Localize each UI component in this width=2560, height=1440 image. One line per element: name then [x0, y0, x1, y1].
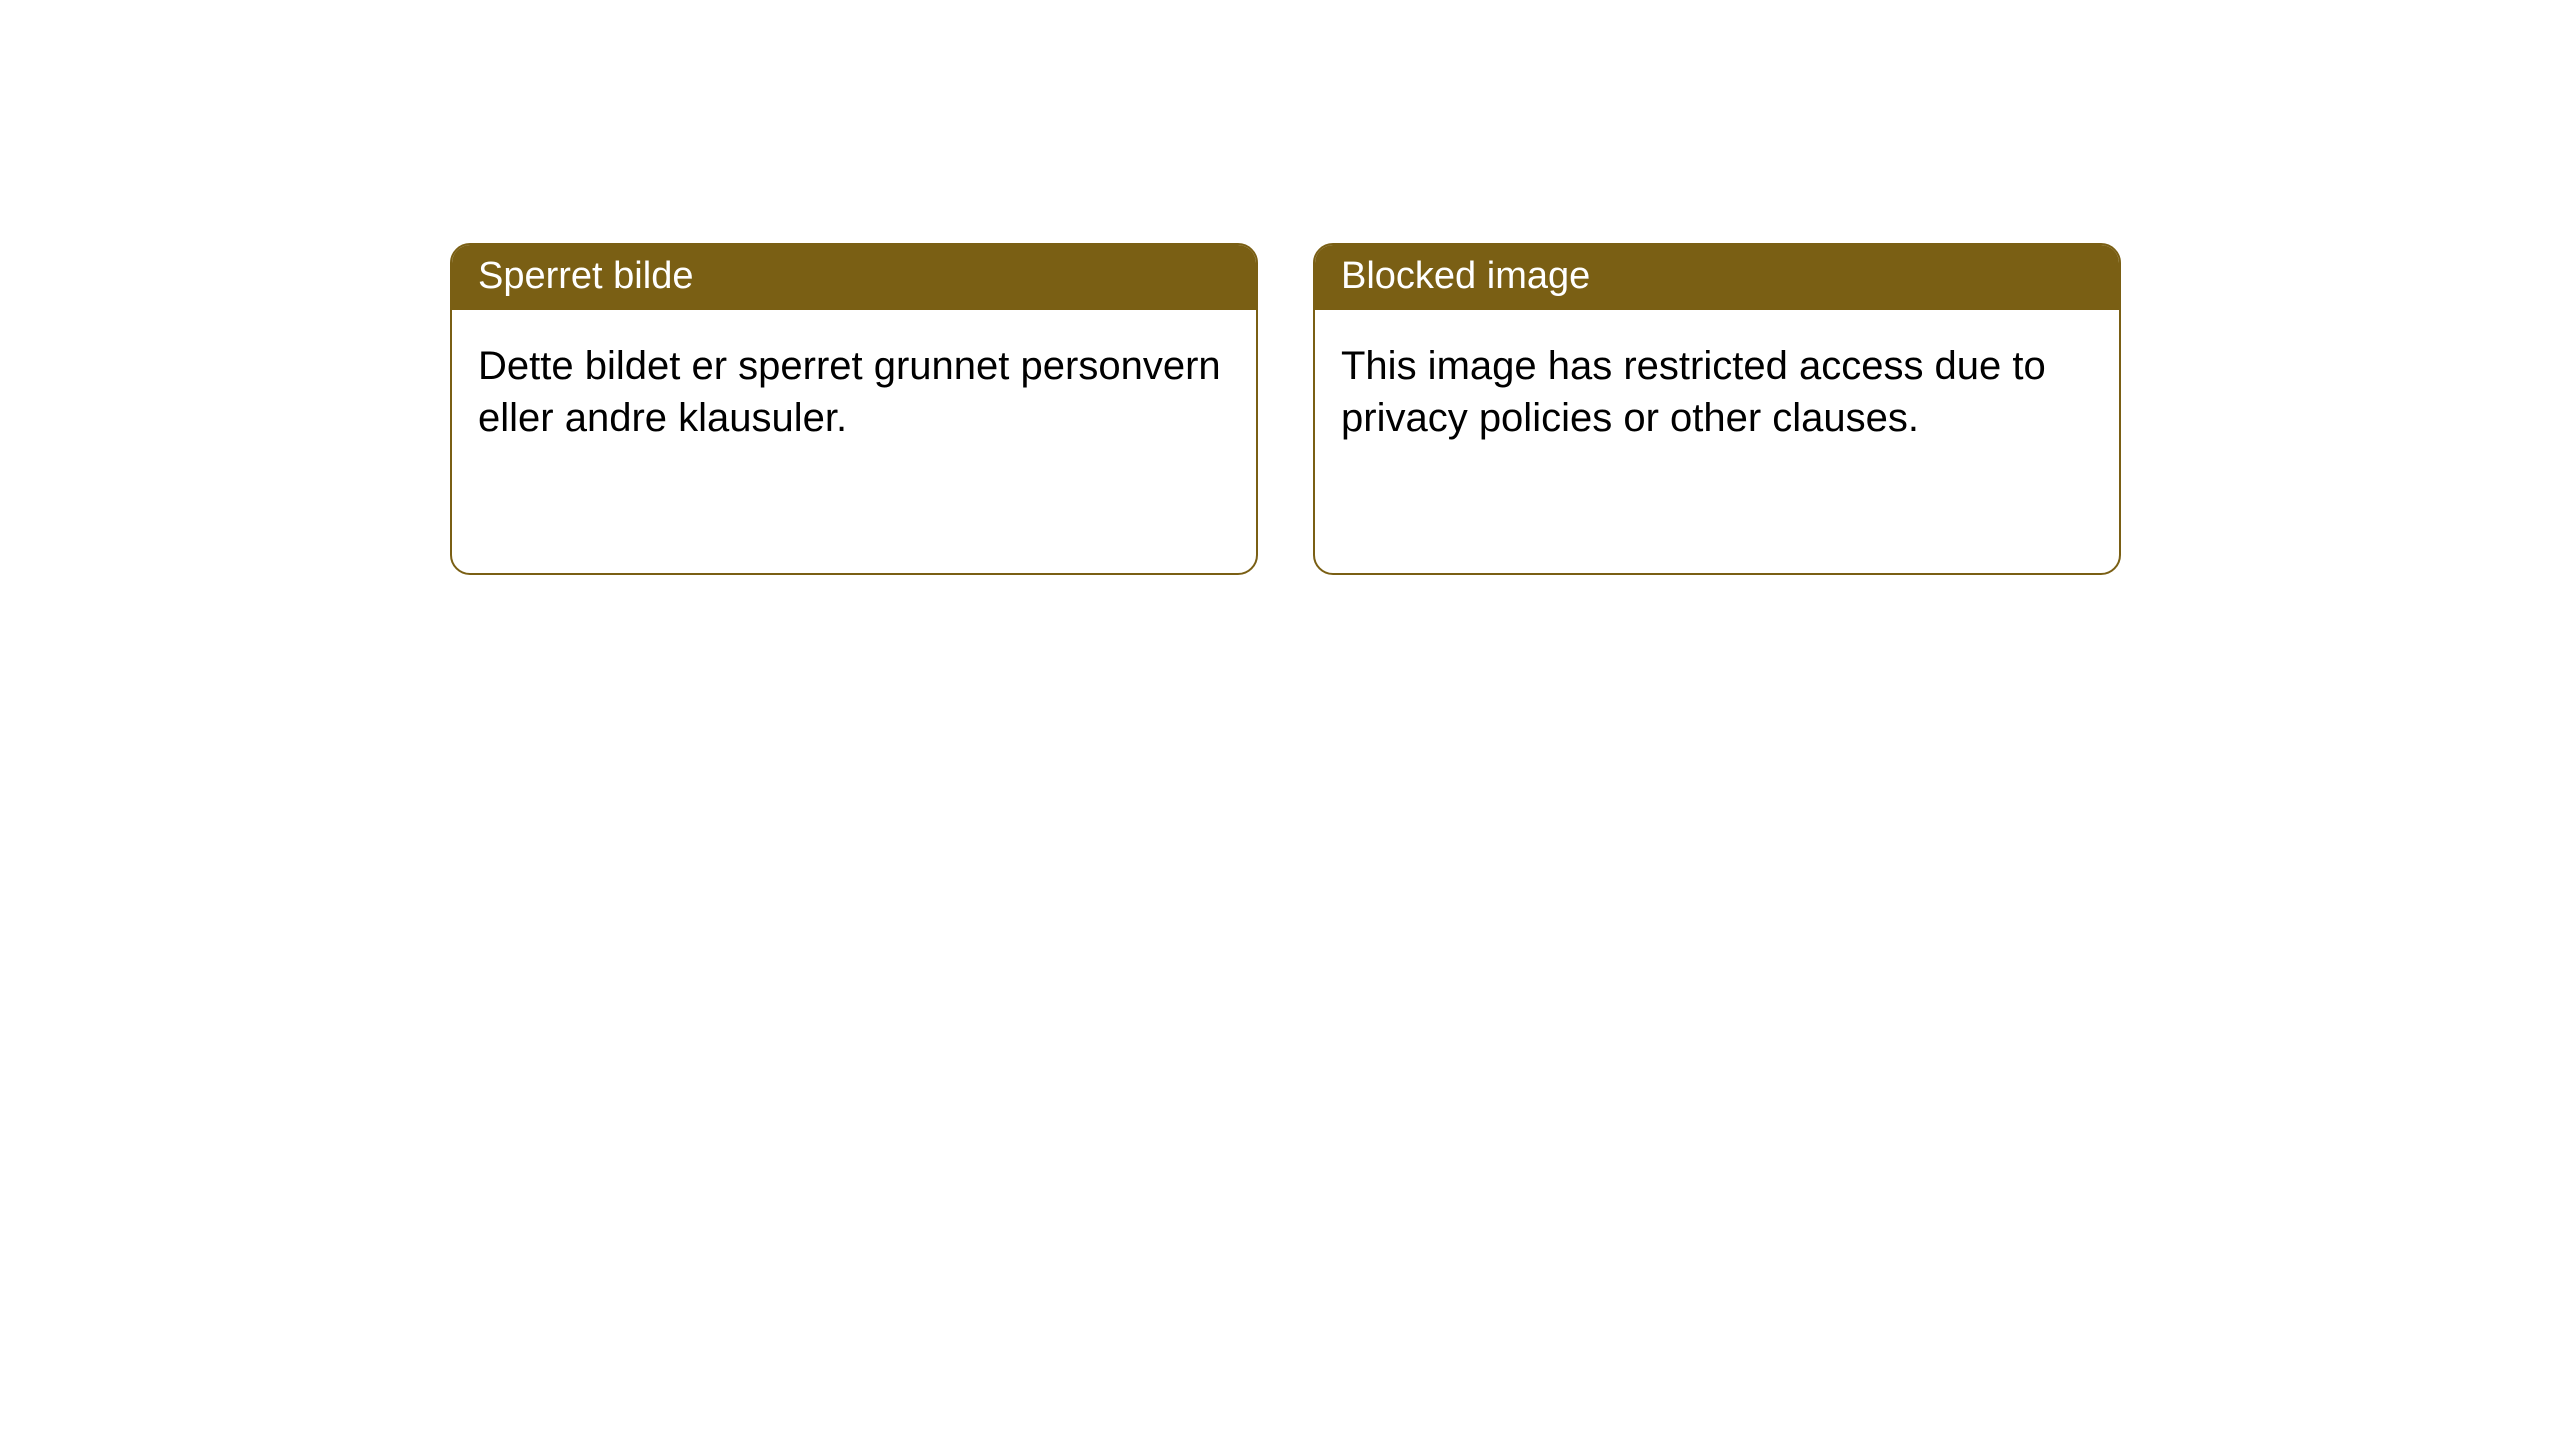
card-body: This image has restricted access due to …: [1315, 310, 2119, 474]
card-body: Dette bildet er sperret grunnet personve…: [452, 310, 1256, 474]
notice-card-norwegian: Sperret bilde Dette bildet er sperret gr…: [450, 243, 1258, 575]
card-header: Blocked image: [1315, 245, 2119, 310]
card-header: Sperret bilde: [452, 245, 1256, 310]
notice-container: Sperret bilde Dette bildet er sperret gr…: [0, 0, 2560, 575]
notice-card-english: Blocked image This image has restricted …: [1313, 243, 2121, 575]
